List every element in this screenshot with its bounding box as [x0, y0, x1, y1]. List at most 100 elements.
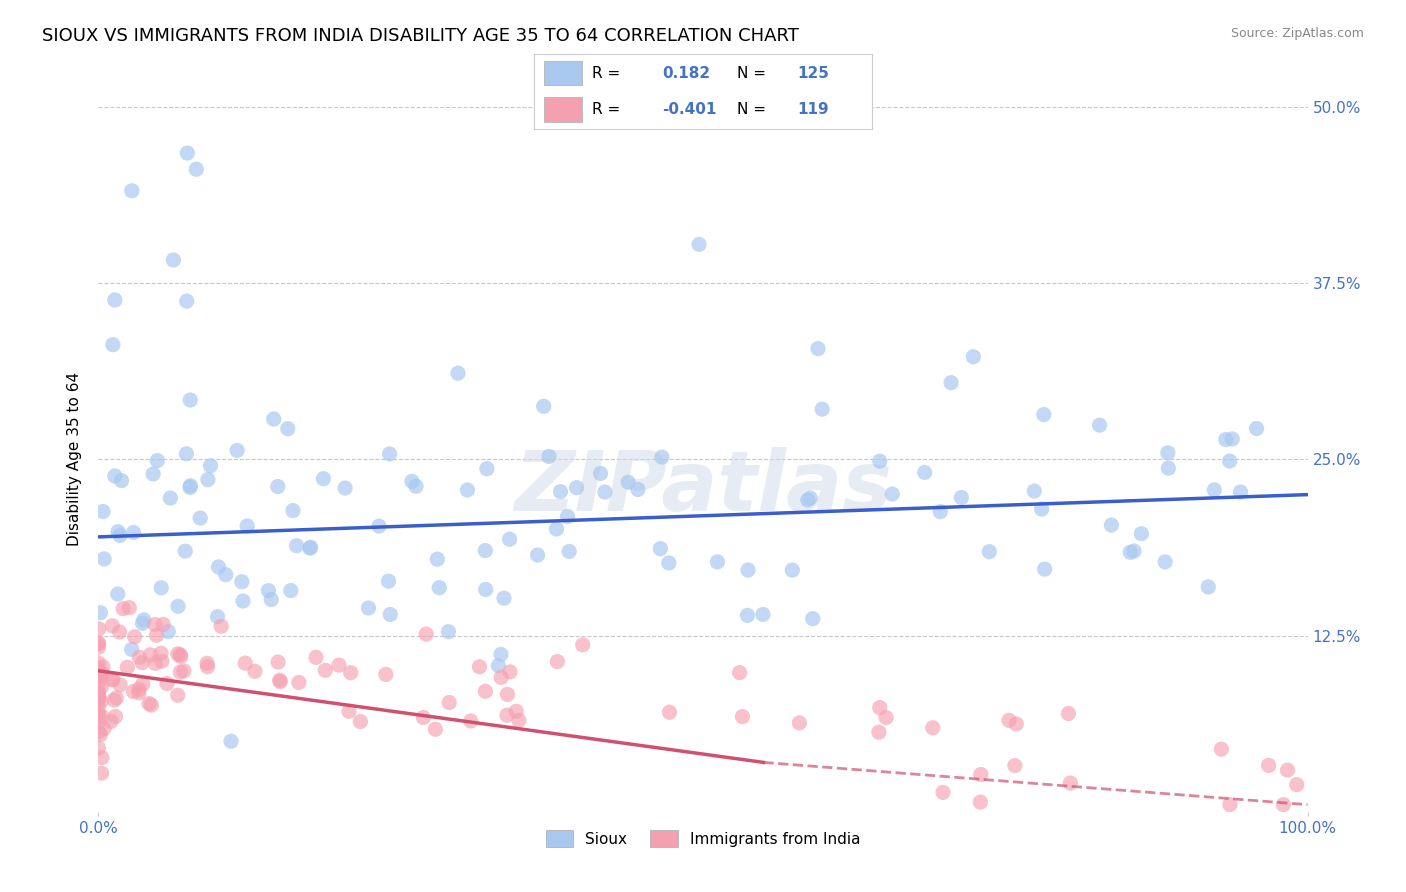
Point — [132, 613, 155, 627]
Point — [546, 522, 568, 536]
Text: R =: R = — [592, 102, 624, 117]
Point — [179, 480, 201, 494]
Point — [728, 665, 751, 680]
Point — [267, 655, 290, 669]
Point — [150, 581, 173, 595]
Point — [145, 628, 167, 642]
Point — [104, 709, 127, 723]
Point — [87, 663, 110, 677]
Point — [143, 657, 166, 671]
Point — [143, 617, 166, 632]
Text: R =: R = — [592, 66, 624, 81]
Point — [179, 479, 201, 493]
Point — [801, 612, 824, 626]
Point — [969, 795, 991, 809]
Point — [138, 697, 160, 711]
Point — [412, 710, 434, 724]
Point — [128, 682, 150, 697]
Point — [121, 642, 143, 657]
Point — [1220, 432, 1243, 446]
Point — [90, 665, 112, 680]
Point — [131, 616, 153, 631]
Point — [146, 453, 169, 467]
Point — [131, 656, 153, 670]
Point — [243, 665, 266, 679]
Point — [197, 660, 219, 674]
Point — [1246, 421, 1268, 435]
Point — [124, 630, 146, 644]
Point — [87, 622, 110, 636]
Point — [333, 481, 356, 495]
Point — [1197, 580, 1219, 594]
Point — [107, 524, 129, 539]
Point — [1033, 562, 1056, 576]
Point — [474, 582, 496, 597]
Point — [474, 543, 496, 558]
Point — [87, 636, 110, 650]
Point — [166, 688, 188, 702]
Point — [1123, 544, 1146, 558]
Point — [378, 447, 401, 461]
Point — [100, 714, 122, 729]
Point — [280, 583, 302, 598]
Point — [162, 252, 184, 267]
Point — [627, 483, 650, 497]
Point — [169, 649, 191, 664]
Point — [1088, 418, 1111, 433]
Point — [1257, 758, 1279, 772]
Point — [1099, 518, 1122, 533]
Point — [142, 467, 165, 481]
Point — [166, 647, 188, 661]
Point — [447, 366, 470, 380]
Point — [328, 658, 350, 673]
Point — [526, 548, 548, 562]
Point — [132, 677, 155, 691]
Point — [90, 750, 112, 764]
Point — [215, 567, 238, 582]
Point — [558, 544, 581, 558]
Point — [979, 544, 1001, 558]
Point — [1059, 776, 1081, 790]
Point — [121, 184, 143, 198]
Point — [257, 583, 280, 598]
Point — [87, 685, 110, 699]
Point — [658, 556, 681, 570]
Point — [486, 658, 509, 673]
Point — [380, 607, 402, 622]
Point — [868, 725, 890, 739]
Point — [415, 627, 437, 641]
Point — [1204, 483, 1226, 497]
Point — [105, 691, 128, 706]
Point — [565, 481, 588, 495]
Point — [233, 656, 256, 670]
Point — [87, 693, 110, 707]
Point — [139, 648, 162, 662]
Point — [90, 727, 112, 741]
Point — [1219, 454, 1241, 468]
Point — [141, 698, 163, 712]
Point — [159, 491, 181, 505]
Point — [104, 293, 127, 307]
Point — [108, 678, 131, 692]
FancyBboxPatch shape — [544, 62, 582, 86]
Point — [117, 660, 139, 674]
Point — [550, 484, 572, 499]
Point — [571, 638, 593, 652]
Point — [176, 146, 198, 161]
Point — [122, 684, 145, 698]
Point — [468, 660, 491, 674]
Point — [799, 491, 821, 505]
Point — [101, 619, 124, 633]
Point — [929, 505, 952, 519]
Point — [209, 619, 232, 633]
Point — [932, 785, 955, 799]
Point — [207, 609, 229, 624]
Text: 125: 125 — [797, 66, 830, 81]
Point — [796, 492, 818, 507]
Point — [232, 594, 254, 608]
Point — [90, 680, 112, 694]
Point — [101, 337, 124, 351]
Point — [285, 539, 308, 553]
Point — [731, 709, 754, 723]
Point — [593, 485, 616, 500]
